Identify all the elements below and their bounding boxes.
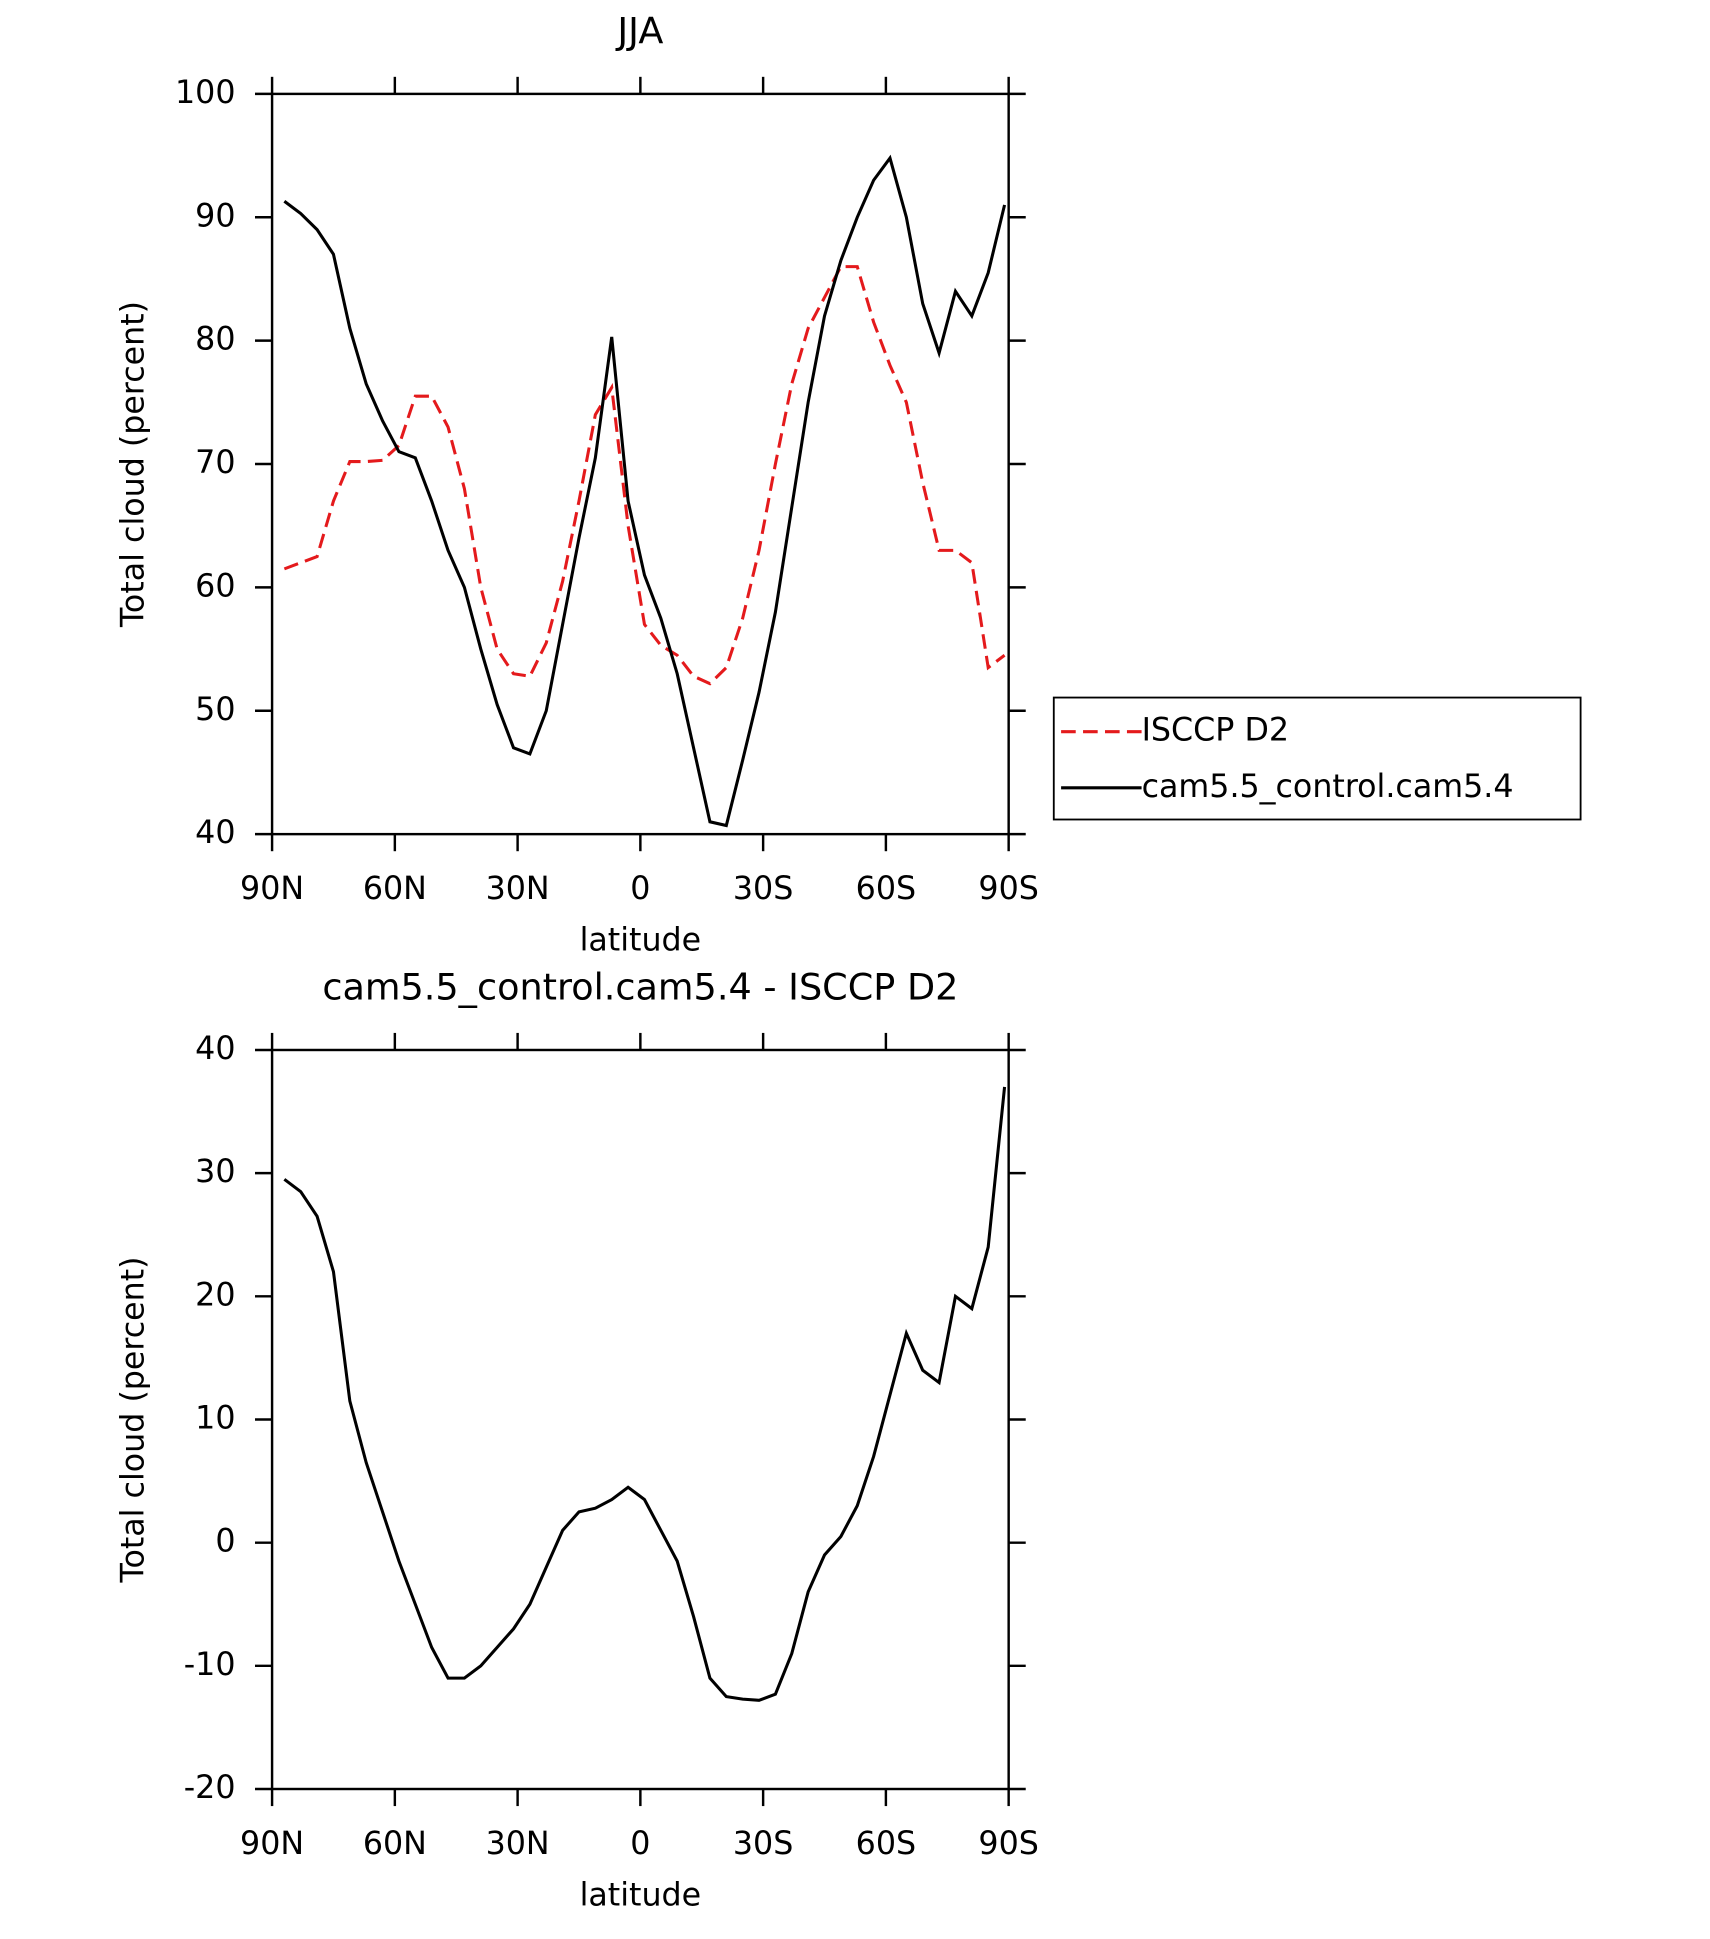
y-tick-label: 40 — [195, 1031, 235, 1067]
x-axis-label: latitude — [580, 1877, 702, 1913]
legend-label: cam5.5_control.cam5.4 — [1142, 769, 1514, 805]
plot-frame — [270, 1048, 1010, 1791]
x-tick-label: 0 — [630, 1826, 650, 1862]
chart-title: JJA — [615, 9, 663, 52]
y-tick-label: 100 — [175, 75, 235, 111]
y-tick-label: 30 — [195, 1154, 235, 1190]
y-tick-label: -20 — [184, 1770, 236, 1806]
y-tick-label: 40 — [195, 815, 235, 851]
data-line — [283, 154, 1007, 828]
x-tick-label: 30S — [733, 1826, 793, 1862]
x-tick-label: 30N — [486, 871, 550, 907]
x-tick-label: 60N — [363, 1826, 427, 1862]
x-axis-label: latitude — [580, 922, 702, 958]
data-line — [283, 265, 1006, 686]
y-tick-label: 0 — [215, 1524, 235, 1560]
x-tick-label: 90S — [978, 871, 1038, 907]
x-tick-label: 60N — [363, 871, 427, 907]
legend-label: ISCCP D2 — [1142, 713, 1289, 749]
y-tick-label: 20 — [195, 1277, 235, 1313]
x-tick-label: 90N — [240, 1826, 304, 1862]
chart-title: cam5.5_control.cam5.4 - ISCCP D2 — [322, 966, 958, 1009]
y-tick-label: 10 — [195, 1400, 235, 1436]
y-tick-label: 70 — [195, 445, 235, 481]
x-tick-label: 0 — [630, 871, 650, 907]
x-tick-label: 30S — [733, 871, 793, 907]
legend-box — [1052, 696, 1582, 821]
data-line — [283, 1086, 1007, 1702]
plot-frame — [270, 92, 1010, 836]
x-tick-label: 30N — [486, 1826, 550, 1862]
x-tick-label: 90S — [978, 1826, 1038, 1862]
x-tick-label: 90N — [240, 871, 304, 907]
y-tick-label: 90 — [195, 198, 235, 234]
y-tick-label: 60 — [195, 568, 235, 604]
x-tick-label: 60S — [856, 1826, 916, 1862]
y-axis-label: Total cloud (percent) — [115, 1256, 151, 1583]
y-tick-label: 50 — [195, 692, 235, 728]
y-axis-label: Total cloud (percent) — [115, 301, 151, 628]
x-tick-label: 60S — [856, 871, 916, 907]
y-tick-label: -10 — [184, 1647, 236, 1683]
y-tick-label: 80 — [195, 322, 235, 358]
